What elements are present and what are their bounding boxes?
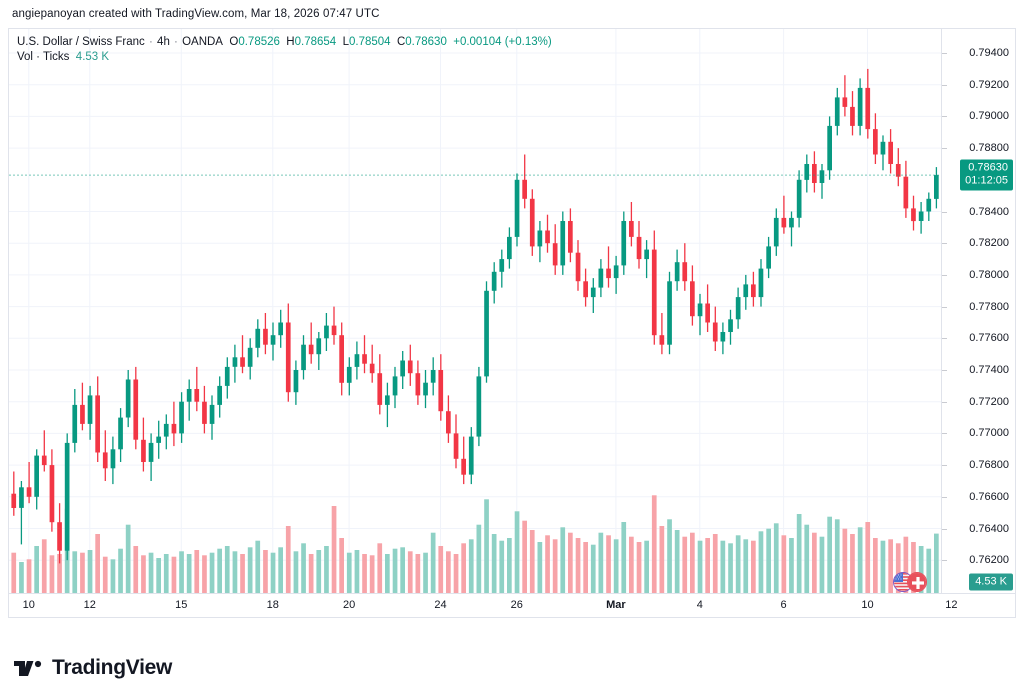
tradingview-logo: TradingView [14, 656, 172, 680]
tradingview-mark-icon [14, 660, 42, 676]
chart-frame: U.S. Dollar / Swiss Franc · 4h · OANDA O… [8, 28, 1016, 618]
time-axis-label: 15 [175, 599, 188, 611]
time-axis-label: Mar [606, 599, 626, 611]
price-axis-tick [942, 274, 947, 276]
tradingview-wordmark: TradingView [52, 656, 173, 679]
price-axis-tick [942, 465, 947, 467]
price-axis-tick [942, 243, 947, 245]
time-axis-label: 24 [434, 599, 447, 611]
time-axis-label: 12 [945, 599, 958, 611]
current-price-badge[interactable]: 0.78630 01:12:05 [960, 159, 1013, 191]
price-axis-label: 0.76200 [969, 554, 1009, 567]
current-price-value: 0.78630 [968, 161, 1008, 174]
price-axis-label: 0.76800 [969, 459, 1009, 472]
time-axis-label: 18 [266, 599, 279, 611]
time-axis-label: 10 [22, 599, 35, 611]
price-axis-label: 0.77600 [969, 332, 1009, 345]
time-axis-label: 26 [510, 599, 523, 611]
time-axis-label: 12 [83, 599, 96, 611]
bar-countdown: 01:12:05 [965, 174, 1008, 187]
price-axis-tick [942, 116, 947, 118]
price-axis-tick [942, 370, 947, 371]
price-axis-tick [942, 338, 947, 340]
price-axis[interactable]: 0.79400 0.79200 0.79000 0.78800 0.78400 0.782… [941, 29, 1015, 593]
price-axis-label: 0.78000 [969, 268, 1009, 281]
price-axis-label: 0.77000 [969, 427, 1009, 440]
volume-value-badge[interactable]: 4.53 K [969, 573, 1013, 591]
currency-flags-badge [893, 572, 927, 592]
price-axis-label: 0.78200 [969, 237, 1009, 250]
price-axis-label: 0.79000 [969, 110, 1009, 123]
price-axis-tick [942, 84, 947, 86]
price-axis-tick [942, 560, 947, 562]
price-axis-label: 0.76600 [969, 490, 1009, 503]
price-axis-tick [942, 496, 947, 498]
price-axis-tick [942, 306, 947, 308]
candlestick-plot [9, 29, 941, 593]
price-axis-label: 0.77400 [969, 364, 1009, 376]
chf-flag-icon [907, 572, 927, 592]
price-axis-tick [942, 433, 947, 435]
price-pane[interactable] [9, 29, 941, 593]
price-axis-label: 0.79400 [969, 47, 1009, 59]
price-axis-label: 0.78400 [969, 205, 1009, 218]
time-axis[interactable]: 10121518202426Mar4610121518 [9, 593, 1015, 617]
price-axis-tick [942, 148, 947, 150]
price-axis-tick [942, 53, 947, 54]
price-axis-tick [942, 401, 947, 403]
time-axis-label: 6 [780, 599, 787, 611]
time-axis-label: 4 [696, 599, 703, 611]
price-axis-label: 0.77800 [969, 300, 1009, 313]
price-axis-label: 0.78800 [969, 142, 1009, 155]
price-axis-tick [942, 528, 947, 530]
time-axis-label: 20 [342, 599, 356, 611]
price-axis-tick [942, 211, 947, 213]
time-axis-label: 10 [861, 599, 874, 611]
price-axis-label: 0.76400 [969, 522, 1009, 535]
attribution-text: angiepanoyan created with TradingView.co… [12, 8, 380, 20]
price-axis-label: 0.79200 [969, 78, 1009, 91]
price-axis-label: 0.77200 [969, 395, 1009, 408]
